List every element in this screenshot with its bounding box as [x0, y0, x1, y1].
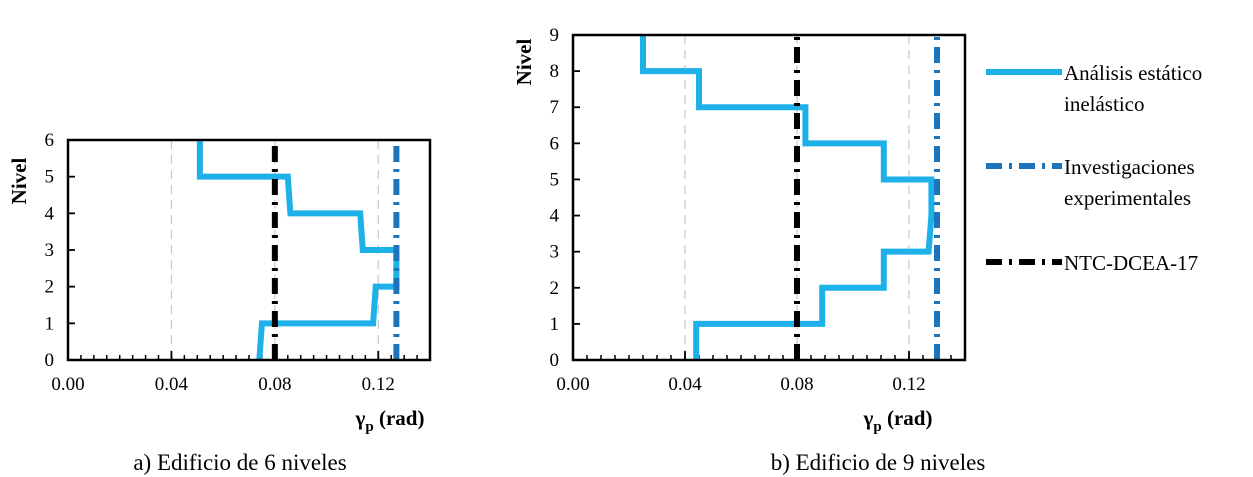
y-axis-label: Nivel [7, 158, 31, 205]
legend-label: NTC-DCEA-17 [1064, 251, 1198, 275]
y-tick-label: 2 [45, 277, 55, 298]
legend: Análisis estático inelástico Investigacion… [986, 61, 1202, 275]
y-tick-label: 2 [550, 278, 560, 299]
y-axis-label: Nivel [512, 39, 536, 86]
chart-caption: b) Edificio de 9 niveles [771, 450, 986, 475]
series-line-1 [640, 35, 935, 360]
x-tick-label: 0.00 [556, 374, 589, 395]
x-tick-label: 0.12 [892, 374, 925, 395]
x-tick-label: 0.08 [258, 374, 291, 395]
legend-label-line2: inelástico [1064, 92, 1144, 116]
y-tick-label: 3 [550, 242, 560, 263]
x-tick-label: 0.08 [780, 374, 813, 395]
legend-label: Investigaciones [1064, 155, 1195, 179]
y-tick-label: 1 [550, 314, 560, 335]
chart-a: 0.00 0.04 0.08 0.12 0 1 2 3 4 5 6 γp (rad) Nivel a) E… [7, 130, 432, 475]
y-tick-label: 7 [550, 97, 560, 118]
x-tick-label: 0.04 [155, 374, 189, 395]
y-tick-label: 0 [45, 350, 55, 371]
y-tick-label: 6 [45, 130, 55, 151]
plot-frame [571, 33, 967, 362]
y-tick-label: 5 [550, 169, 560, 190]
chart-b: 0.00 0.04 0.08 0.12 0 1 2 3 4 5 6 7 8 9 γp (rad) Nivel b… [512, 25, 985, 475]
y-tick-label: 4 [550, 206, 560, 227]
x-tick-label: 0.00 [51, 374, 84, 395]
y-tick-label: 4 [45, 203, 55, 224]
x-tick-label: 0.04 [668, 374, 702, 395]
plot-frame [66, 138, 432, 362]
x-axis-label: γp (rad) [863, 406, 933, 435]
y-tick-label: 3 [45, 240, 55, 261]
legend-label: Análisis estático [1064, 61, 1202, 85]
y-tick-label: 9 [550, 25, 560, 46]
x-tick-label: 0.12 [362, 374, 395, 395]
series-line-1 [196, 140, 400, 361]
y-tick-label: 0 [550, 350, 560, 371]
y-tick-label: 1 [45, 313, 55, 334]
legend-label-line2: experimentales [1064, 186, 1191, 210]
x-axis-label: γp (rad) [355, 406, 425, 435]
y-tick-label: 8 [550, 61, 560, 82]
y-tick-label: 6 [550, 133, 560, 154]
chart-caption: a) Edificio de 6 niveles [133, 450, 346, 475]
y-tick-label: 5 [45, 167, 55, 188]
